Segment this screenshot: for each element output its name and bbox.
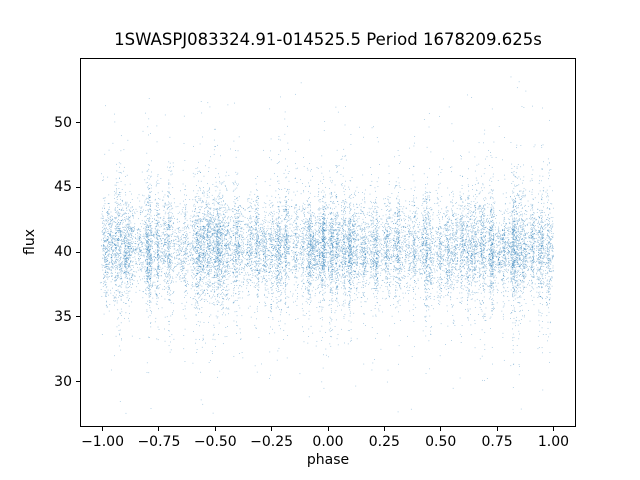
y-tick-label: 30 <box>54 373 72 390</box>
x-tick-label: −1.00 <box>81 434 124 450</box>
plot-title: 1SWASPJ083324.91-014525.5 Period 1678209… <box>114 30 542 49</box>
x-tick-label: −0.25 <box>250 434 294 450</box>
y-tick-label: 35 <box>54 308 72 325</box>
scatter-canvas <box>80 58 576 427</box>
x-tick-label: 1.00 <box>537 434 570 450</box>
y-tick-label: 50 <box>54 114 72 131</box>
x-tick-mark <box>552 427 554 431</box>
x-tick-mark <box>383 427 385 431</box>
x-axis-label: phase <box>306 452 350 468</box>
y-axis-label: flux <box>22 229 38 255</box>
x-tick-label: 0.25 <box>368 434 400 450</box>
y-tick-label: 45 <box>54 179 72 196</box>
x-tick-label: 0.00 <box>312 434 344 450</box>
x-tick-mark <box>158 427 160 431</box>
y-tick-mark <box>76 186 80 188</box>
x-tick-mark <box>496 427 498 431</box>
x-tick-label: 0.50 <box>425 434 457 450</box>
x-tick-mark <box>440 427 442 431</box>
x-tick-mark <box>327 427 329 431</box>
x-tick-label: 0.75 <box>481 434 513 450</box>
x-tick-label: −0.75 <box>137 434 181 450</box>
y-tick-mark <box>76 122 80 124</box>
x-tick-mark <box>214 427 216 431</box>
y-tick-mark <box>76 381 80 383</box>
y-tick-label: 40 <box>54 244 72 261</box>
plot-area <box>80 58 576 427</box>
x-tick-mark <box>102 427 104 431</box>
x-tick-mark <box>271 427 273 431</box>
x-tick-label: −0.50 <box>193 434 237 450</box>
y-tick-mark <box>76 316 80 318</box>
y-tick-mark <box>76 251 80 253</box>
